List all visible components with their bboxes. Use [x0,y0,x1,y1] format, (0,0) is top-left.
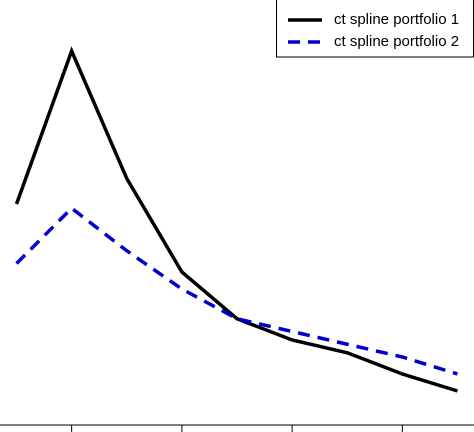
legend-label: ct spline portfolio 1 [334,11,459,28]
legend-box [276,0,474,58]
line-series [15,205,458,376]
legend-label: ct spline portfolio 2 [334,33,459,50]
line-series [14,46,458,393]
